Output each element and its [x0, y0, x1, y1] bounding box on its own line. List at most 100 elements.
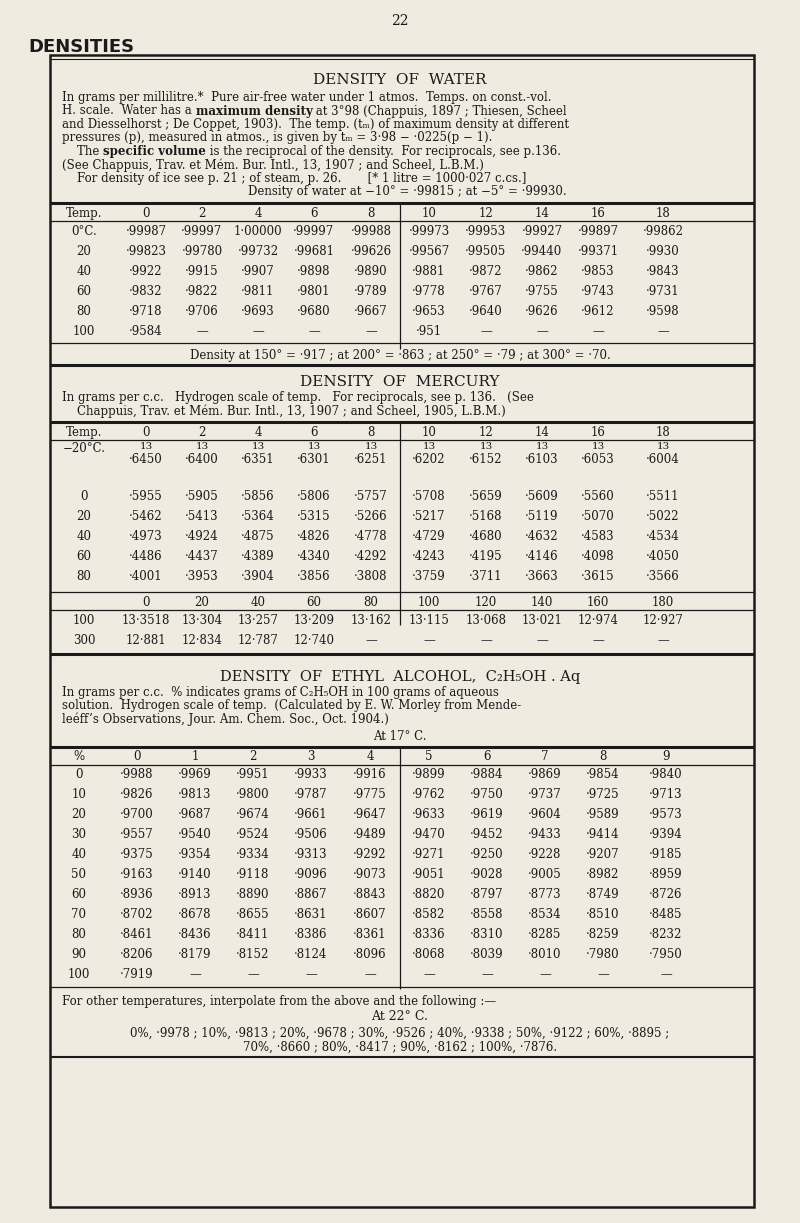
Text: ·951: ·951: [416, 325, 442, 338]
Text: —: —: [480, 634, 492, 647]
Text: at 3°98 (Chappuis, 1897 ; Thiesen, Scheel: at 3°98 (Chappuis, 1897 ; Thiesen, Schee…: [312, 104, 567, 117]
Text: ·9778: ·9778: [412, 285, 446, 298]
Text: 3: 3: [307, 751, 314, 763]
Text: ·9988: ·9988: [120, 768, 154, 781]
Text: ·9762: ·9762: [412, 789, 446, 801]
Text: 0: 0: [142, 426, 150, 439]
Text: ·5266: ·5266: [354, 510, 388, 523]
Text: 10: 10: [422, 426, 437, 439]
Text: ·8179: ·8179: [178, 949, 212, 961]
Text: ·99567: ·99567: [408, 245, 450, 258]
Text: ·8232: ·8232: [650, 928, 682, 942]
Text: ·4243: ·4243: [412, 550, 446, 563]
Text: ·9826: ·9826: [120, 789, 154, 801]
Text: The: The: [62, 146, 103, 158]
Text: is the reciprocal of the density.  For reciprocals, see p.136.: is the reciprocal of the density. For re…: [206, 146, 561, 158]
Text: 1·00000: 1·00000: [234, 225, 282, 238]
Text: ·4050: ·4050: [646, 550, 680, 563]
Text: ·8096: ·8096: [353, 949, 387, 961]
Text: 0%, ·9978 ; 10%, ·9813 ; 20%, ·9678 ; 30%, ·9526 ; 40⁠%, ·9338 ; 50%, ·9122 ; 60: 0%, ·9978 ; 10%, ·9813 ; 20%, ·9678 ; 30…: [130, 1026, 670, 1040]
Text: 2: 2: [198, 426, 206, 439]
Text: 12·740: 12·740: [294, 634, 334, 647]
Text: ·4826: ·4826: [298, 530, 330, 543]
Text: ·8436: ·8436: [178, 928, 212, 942]
Text: ·4340: ·4340: [297, 550, 331, 563]
Text: ·8124: ·8124: [294, 949, 328, 961]
Text: ·7950: ·7950: [649, 949, 683, 961]
Text: ·9930: ·9930: [646, 245, 680, 258]
Text: ·4437: ·4437: [185, 550, 219, 563]
Text: ·9731: ·9731: [646, 285, 680, 298]
Text: ·9163: ·9163: [120, 868, 154, 882]
Text: ·9028: ·9028: [470, 868, 504, 882]
Text: leéff’s Observations, Jour. Am. Chem. Soc., Oct. 1904.): leéff’s Observations, Jour. Am. Chem. So…: [62, 713, 389, 726]
Text: ·8039: ·8039: [470, 949, 504, 961]
Text: ·9470: ·9470: [412, 828, 446, 841]
Text: ·99862: ·99862: [642, 225, 683, 238]
Text: ·4729: ·4729: [412, 530, 446, 543]
Text: 40: 40: [77, 530, 91, 543]
Text: ·9907: ·9907: [241, 265, 275, 278]
Text: 13·068: 13·068: [466, 614, 506, 627]
Text: ·8820: ·8820: [412, 888, 446, 901]
Text: ·9604: ·9604: [528, 808, 562, 822]
Text: ·8936: ·8936: [120, 888, 154, 901]
Text: ·3615: ·3615: [581, 570, 615, 583]
Text: 7: 7: [542, 751, 549, 763]
Text: —: —: [196, 325, 208, 338]
Text: ·8678: ·8678: [178, 909, 212, 921]
Text: ·99997: ·99997: [182, 225, 222, 238]
Text: ·8285: ·8285: [528, 928, 562, 942]
Text: 13: 13: [422, 442, 436, 451]
Text: ·99823: ·99823: [126, 245, 166, 258]
Text: ·9633: ·9633: [412, 808, 446, 822]
Text: ·9540: ·9540: [178, 828, 212, 841]
Text: 40: 40: [77, 265, 91, 278]
Text: 20: 20: [77, 245, 91, 258]
Text: —: —: [592, 325, 604, 338]
Text: ·9250: ·9250: [470, 849, 504, 861]
Text: ·5119: ·5119: [526, 510, 558, 523]
Text: ·8982: ·8982: [586, 868, 620, 882]
Text: ·8913: ·8913: [178, 888, 212, 901]
Text: ·9619: ·9619: [470, 808, 504, 822]
Text: 60: 60: [71, 888, 86, 901]
Text: %: %: [74, 751, 85, 763]
Text: 20: 20: [194, 596, 210, 609]
Text: ·9661: ·9661: [294, 808, 328, 822]
Text: 14: 14: [534, 207, 550, 220]
Text: 6: 6: [310, 207, 318, 220]
Text: ·99987: ·99987: [126, 225, 166, 238]
Text: ·9922: ·9922: [130, 265, 162, 278]
Text: —: —: [252, 325, 264, 338]
Text: ·9899: ·9899: [412, 768, 446, 781]
Text: —: —: [536, 325, 548, 338]
Text: ·8797: ·8797: [470, 888, 504, 901]
Text: ·4146: ·4146: [525, 550, 559, 563]
Text: 80: 80: [77, 570, 91, 583]
Text: ·4486: ·4486: [129, 550, 163, 563]
Text: DENSITY  OF  ETHYL  ALCOHOL,  C₂H₅OH . Aq: DENSITY OF ETHYL ALCOHOL, C₂H₅OH . Aq: [220, 670, 580, 684]
Text: 100: 100: [73, 325, 95, 338]
Text: 13·162: 13·162: [350, 614, 391, 627]
Text: ·9271: ·9271: [412, 849, 446, 861]
Text: 12·834: 12·834: [182, 634, 222, 647]
Text: 13: 13: [591, 442, 605, 451]
Text: ·99927: ·99927: [522, 225, 562, 238]
Text: ·9589: ·9589: [586, 808, 620, 822]
Text: ·9452: ·9452: [470, 828, 504, 841]
Text: 12: 12: [478, 426, 494, 439]
Text: ·9832: ·9832: [130, 285, 162, 298]
Text: ·5217: ·5217: [412, 510, 446, 523]
Text: ·99732: ·99732: [238, 245, 278, 258]
Text: 100: 100: [418, 596, 440, 609]
Text: ·8843: ·8843: [354, 888, 386, 901]
Text: ·9005: ·9005: [528, 868, 562, 882]
Text: 0: 0: [142, 207, 150, 220]
Text: —: —: [597, 969, 609, 982]
Text: ·3904: ·3904: [241, 570, 275, 583]
Text: 70: 70: [71, 909, 86, 921]
Text: 2: 2: [250, 751, 257, 763]
Text: —: —: [657, 634, 669, 647]
Text: ·8867: ·8867: [294, 888, 328, 901]
